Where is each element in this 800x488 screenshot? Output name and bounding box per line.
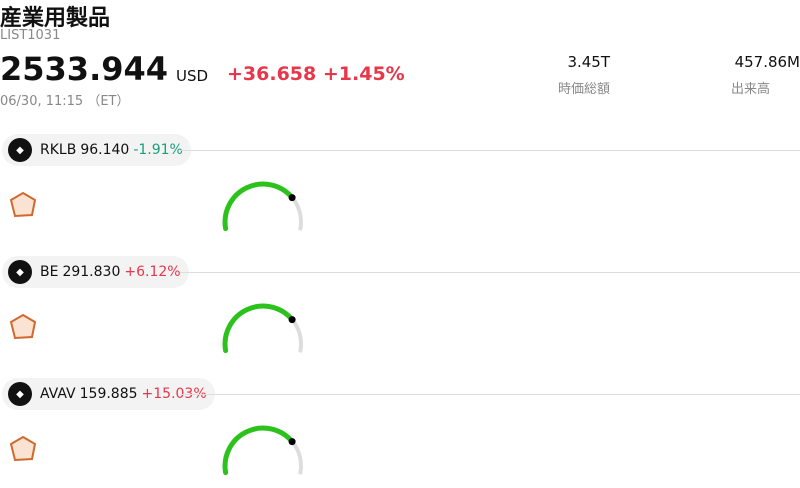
title: 産業用製品 xyxy=(0,6,111,31)
code: LIST1031 xyxy=(0,28,61,43)
stat-label: 出来高 xyxy=(731,82,771,97)
divider xyxy=(180,272,800,273)
divider xyxy=(180,150,800,151)
ticker-change: +15.03% xyxy=(141,386,207,402)
logo: ◆ xyxy=(8,138,32,162)
score-gauge xyxy=(222,303,303,354)
ticker-price: 96.140 xyxy=(80,142,130,158)
price: 2533.944 xyxy=(0,50,169,88)
change-abs: +36.658 xyxy=(227,63,317,85)
ticker-pill[interactable]: ◆ RKLB 96.140 -1.91% xyxy=(2,134,191,166)
score-gauge xyxy=(222,425,303,476)
ticker-pill[interactable]: ◆ BE 291.830 +6.12% xyxy=(2,256,189,288)
currency: USD xyxy=(176,67,209,85)
logo: ◆ xyxy=(8,382,32,406)
stat-value: 457.86M xyxy=(734,53,800,71)
change: +36.658 +1.45% xyxy=(227,63,405,85)
stat-value: 3.45T xyxy=(567,53,610,71)
ticker: AVAV xyxy=(40,386,76,402)
ticker-change: +6.12% xyxy=(124,264,181,280)
change-pct: +1.45% xyxy=(322,63,405,85)
score-gauge xyxy=(222,181,303,232)
ticker-price: 159.885 xyxy=(79,386,138,402)
ticker: RKLB xyxy=(40,142,77,158)
ticker-change: -1.91% xyxy=(133,142,183,158)
ticker: BE xyxy=(40,264,59,280)
rank-icon xyxy=(9,435,37,462)
rank-icon xyxy=(9,191,37,218)
ticker-price: 291.830 xyxy=(62,264,121,280)
time: 06/30, 11:15 （ET） xyxy=(0,94,130,109)
ticker-pill[interactable]: ◆ AVAV 159.885 +15.03% xyxy=(2,378,215,410)
rank-icon xyxy=(9,313,37,340)
stat-label: 時価総額 xyxy=(557,82,610,97)
logo: ◆ xyxy=(8,260,32,284)
divider xyxy=(180,394,800,395)
